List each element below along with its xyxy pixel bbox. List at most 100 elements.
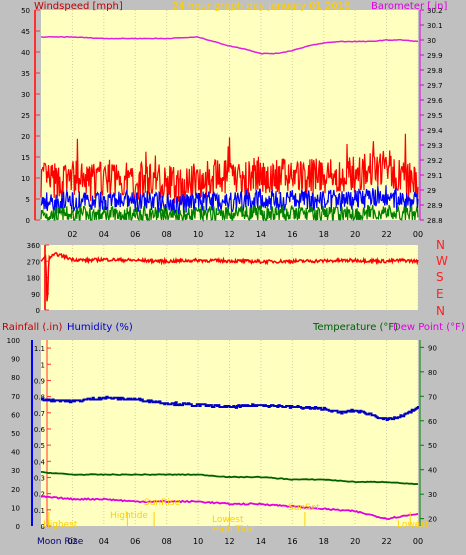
wind-x-tick: 16 [287,230,297,239]
temperature-tick: 90 [428,344,437,352]
barometer-tick: 29.2 [427,157,443,165]
wind-x-tick: 20 [350,230,360,239]
rainfall-tick: 0.6 [34,426,46,434]
wind-x-tick: 08 [162,230,172,239]
climate-x-tick: 08 [162,537,172,546]
climate-x-tick: 04 [99,537,109,546]
temperature-axis-label: Temperature (°F) [312,322,398,333]
barometer-tick: 30 [427,37,436,45]
rainfall-tick: 0.8 [34,394,45,402]
direction-tick: 270 [27,258,40,266]
rainfall-tick: 0 [41,523,45,531]
climate-x-tick: 18 [319,537,329,546]
temperature-line [40,471,419,486]
wind-x-tick: 12 [224,230,234,239]
annotation-moon-rise: Moon Rise [37,537,84,547]
temperature-tick: 30 [428,491,437,499]
annotation-high-tide: High Tide [212,525,255,535]
humidity-tick: 100 [7,337,20,345]
barometer-tick: 28.9 [427,202,443,210]
windspeed-max-line [40,133,419,207]
humidity-tick: 80 [11,374,20,382]
annotation-lowest-right: Lowest [397,520,429,530]
rainfall-tick: 0.9 [34,377,45,385]
rainfall-tick: 0.4 [34,458,46,466]
barometer-tick: 29.6 [427,97,443,105]
wind-left-tick: 45 [21,28,30,36]
barometer-line [40,35,419,55]
wind-x-tick: 04 [99,230,109,239]
direction-tick: 0 [36,307,40,315]
humidity-line [41,395,419,421]
wind-x-tick: 00 [413,230,423,239]
climate-x-tick: 20 [350,537,360,546]
wind-x-tick: 22 [381,230,391,239]
climate-x-tick: 10 [193,537,203,546]
rainfall-tick: 0.2 [34,491,45,499]
wind-left-tick: 0 [26,217,30,225]
barometer-tick: 29 [427,187,436,195]
wind-left-tick: 35 [21,70,30,78]
barometer-tick: 29.8 [427,67,443,75]
wind-left-tick: 15 [21,154,30,162]
temperature-tick: 70 [428,393,437,401]
humidity-tick: 30 [11,467,20,475]
wind-left-tick: 20 [21,133,30,141]
humidity-tick: 10 [11,504,20,512]
barometer-tick: 29.1 [427,172,443,180]
annotation-lowest: Lowest [212,515,244,525]
humidity-tick: 40 [11,449,20,457]
wind-x-tick: 18 [319,230,329,239]
dewpoint-line [40,495,419,521]
humidity-tick: 50 [11,430,20,438]
humidity-tick: 0 [16,523,20,531]
wind-x-tick: 02 [67,230,77,239]
dewpoint-axis-label: Dew Point (°F) [393,322,465,333]
barometer-tick: 29.7 [427,82,443,90]
rainfall-tick: 0.3 [34,474,45,482]
barometer-tick: 29.9 [427,52,443,60]
wind-left-tick: 25 [21,112,30,120]
climate-x-tick: 14 [256,537,266,546]
compass-n-top: N [436,238,445,252]
humidity-axis-label: Humidity (%) [67,322,133,333]
barometer-tick: 29.3 [427,142,443,150]
wind-direction-line [40,251,419,302]
windspeed-min-line [40,204,419,223]
rainfall-tick: 0.7 [34,410,45,418]
wind-left-tick: 50 [21,7,30,15]
rainfall-tick: 1.1 [34,345,45,353]
annotation-hightide: Hightide [110,511,148,521]
compass-n-bottom: N [436,304,445,318]
rainfall-tick: 0.1 [34,507,45,515]
humidity-tick: 90 [11,356,20,364]
direction-tick: 90 [31,291,40,299]
wind-left-tick: 10 [21,175,30,183]
barometer-tick: 29.5 [427,112,443,120]
barometer-tick: 30.2 [427,7,443,15]
windspeed-axis-label: Windspeed [mph] [34,1,123,12]
humidity-tick: 60 [11,411,20,419]
climate-x-tick: 06 [130,537,140,546]
rainfall-tick: 0.5 [34,442,45,450]
compass-w: W [436,254,448,268]
wind-left-tick: 30 [21,91,30,99]
wind-x-tick: 06 [130,230,140,239]
annotation-highest: Highest [43,520,78,530]
annotation-sunset: SunSet [288,503,320,513]
climate-x-tick: 22 [381,537,391,546]
wind-left-tick: 5 [26,196,30,204]
climate-x-tick: 00 [413,537,423,546]
barometer-tick: 28.8 [427,217,443,225]
climate-x-tick: 02 [67,537,77,546]
compass-e: E [436,287,444,301]
wind-x-tick: 14 [256,230,266,239]
rainfall-tick: 1 [41,361,45,369]
temperature-tick: 20 [428,516,437,524]
chart-title: 24 hour graph day January 01 2016 [172,1,350,12]
temperature-tick: 80 [428,369,437,377]
wind-left-tick: 40 [21,49,30,57]
humidity-tick: 20 [11,486,20,494]
annotation-sunrise: SunRise [144,498,181,508]
